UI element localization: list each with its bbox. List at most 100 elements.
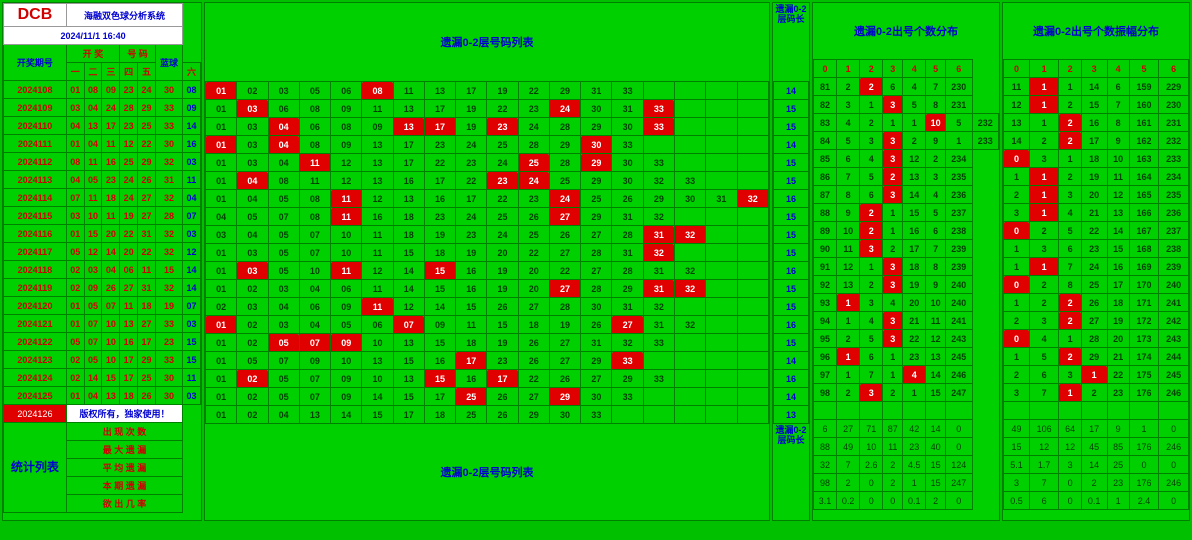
left-panel: DCB 海融双色球分析系统 2024/11/1 16:40 开奖期号 开 奖 号…	[2, 2, 202, 521]
dist-val: 90	[814, 240, 837, 258]
mid-num: 23	[424, 208, 455, 226]
dist-val: 96	[814, 348, 837, 366]
draw-num: 16	[120, 333, 138, 351]
dist-val: 1	[860, 258, 883, 276]
dist-val: 231	[1159, 114, 1189, 132]
dist-val: 240	[1159, 276, 1189, 294]
mid-num: 25	[581, 190, 612, 208]
dist-val: 3	[860, 132, 883, 150]
dist-col: 4	[903, 60, 926, 78]
mid-num: 32	[643, 298, 674, 316]
period-id: 2024108	[4, 81, 67, 99]
mid-num: 04	[206, 208, 237, 226]
dist-val: 11	[1004, 78, 1030, 96]
dist-val: 3	[926, 168, 946, 186]
stat-val: 0	[860, 492, 883, 510]
mid-num: 33	[643, 100, 674, 118]
mid-num: 11	[393, 82, 424, 100]
col-header: 二	[84, 63, 102, 81]
dist1-panel: 遗漏0-2出号个数分布 0123456812264723082313582318…	[812, 2, 1000, 521]
mid-num: 01	[206, 190, 237, 208]
dist-val: 19	[903, 276, 926, 294]
mid-num: 09	[331, 334, 362, 352]
mid-num: 33	[612, 388, 643, 406]
stat-val: 0.1	[903, 492, 926, 510]
dist-val: 7	[1107, 96, 1129, 114]
stat-val: 0.1	[1081, 492, 1107, 510]
dist-val: 2	[837, 330, 860, 348]
blue-num: 07	[183, 297, 201, 315]
stat-val: 23	[1107, 474, 1129, 492]
stat-val: 0	[946, 420, 972, 438]
blue-num: 03	[183, 225, 201, 243]
draw-num: 09	[102, 81, 120, 99]
dist-val: 92	[814, 276, 837, 294]
len-val: 15	[774, 334, 809, 352]
dist-val: 5	[1059, 222, 1081, 240]
mid-num: 29	[643, 190, 674, 208]
mid-num: 32	[612, 334, 643, 352]
dist-val: 3	[1029, 240, 1059, 258]
draw-num: 15	[84, 225, 102, 243]
mid-num: 27	[549, 244, 580, 262]
draw-num: 32	[155, 225, 182, 243]
mid-num: 09	[331, 388, 362, 406]
draw-num: 16	[102, 153, 120, 171]
mid-num: 27	[518, 388, 549, 406]
len-val: 15	[774, 172, 809, 190]
draw-num: 03	[66, 207, 84, 225]
dist-val: 6	[860, 186, 883, 204]
mid-num: 33	[643, 154, 674, 172]
dist-val: 165	[1129, 186, 1159, 204]
len-val: 16	[774, 262, 809, 280]
dist-val: 85	[814, 150, 837, 168]
mid-num: 13	[362, 136, 393, 154]
mid-num: 22	[487, 100, 518, 118]
dist-val: 4	[926, 186, 946, 204]
draw-num: 11	[102, 207, 120, 225]
draw-num: 05	[66, 243, 84, 261]
period-id: 2024111	[4, 135, 67, 153]
draw-num: 01	[66, 387, 84, 405]
dist-val: 243	[946, 330, 972, 348]
dist-val: 3	[1059, 186, 1081, 204]
dist-val: 236	[1159, 204, 1189, 222]
mid-num: 06	[299, 118, 330, 136]
draw-num: 01	[66, 135, 84, 153]
mid-num: 09	[331, 370, 362, 388]
mid-num: 15	[424, 262, 455, 280]
draw-num: 25	[138, 117, 156, 135]
dist-val: 20	[903, 294, 926, 312]
dist-val: 238	[946, 222, 972, 240]
mid-num: 01	[206, 280, 237, 298]
draw-header: 开 奖	[66, 45, 119, 63]
draw-num: 32	[155, 279, 182, 297]
draw-num: 25	[120, 153, 138, 171]
dist-val: 88	[814, 204, 837, 222]
len-val: 16	[774, 190, 809, 208]
dist-val: 81	[814, 78, 837, 96]
mid-num: 15	[424, 370, 455, 388]
dist-val: 159	[1129, 78, 1159, 96]
mid-num: 26	[549, 370, 580, 388]
mid-num: 08	[362, 82, 393, 100]
mid-num: 32	[674, 280, 705, 298]
mid-num: 23	[518, 100, 549, 118]
draw-num: 05	[66, 333, 84, 351]
dist-val: 10	[1107, 150, 1129, 168]
len-val: 15	[774, 208, 809, 226]
col-header: 四	[120, 63, 138, 81]
mid-num: 31	[706, 190, 737, 208]
dist-val: 7	[860, 366, 883, 384]
dist-val: 236	[946, 186, 972, 204]
mid-num: 29	[518, 406, 549, 424]
dist-val: 1	[903, 114, 926, 132]
period-id: 2024117	[4, 243, 67, 261]
dist-val: 14	[1081, 78, 1107, 96]
len-val: 15	[774, 154, 809, 172]
draw-num: 07	[84, 315, 102, 333]
dist-val: 2	[1004, 312, 1030, 330]
len-val: 14	[774, 352, 809, 370]
mid-num: 27	[549, 352, 580, 370]
mid-num: 16	[456, 262, 487, 280]
